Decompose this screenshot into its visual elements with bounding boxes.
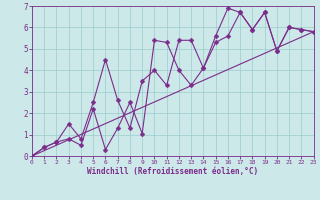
X-axis label: Windchill (Refroidissement éolien,°C): Windchill (Refroidissement éolien,°C) — [87, 167, 258, 176]
